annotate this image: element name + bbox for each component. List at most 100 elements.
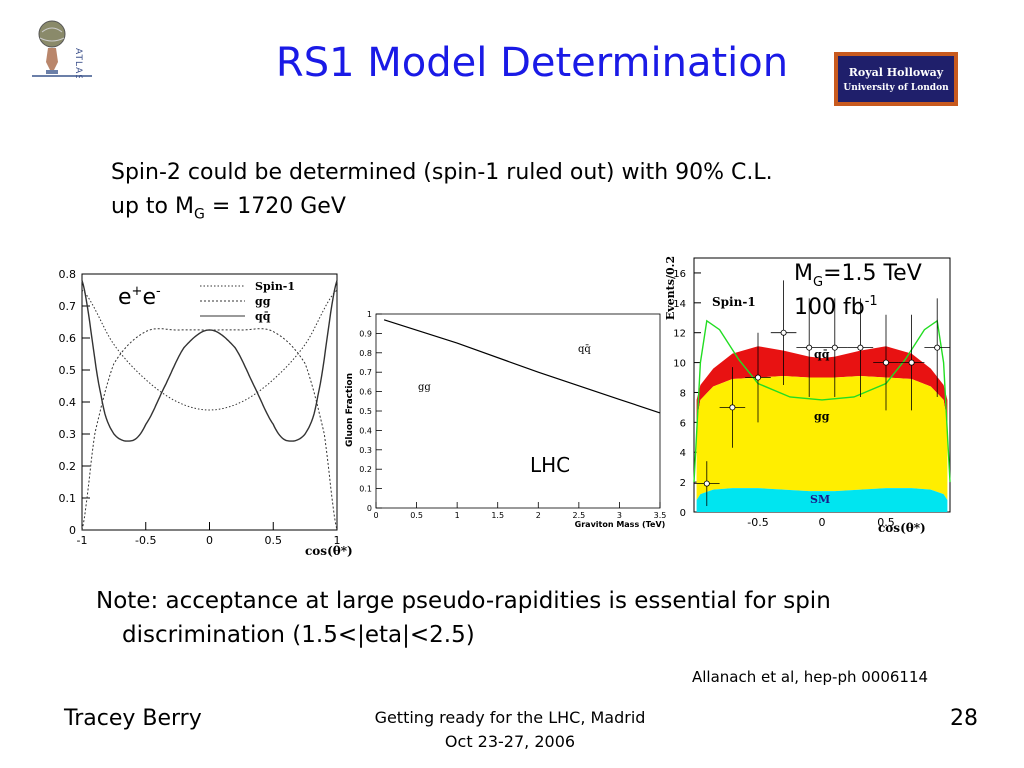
chart3-label-spin1: Spin-1 — [712, 295, 756, 309]
statement-prefix: up to M — [111, 194, 194, 219]
chart2-ytick-label: 0.5 — [359, 407, 372, 416]
royal-holloway-logo: Royal Holloway University of London — [834, 52, 958, 106]
chart3-xlabel: cos(θ*) — [878, 521, 926, 535]
page-number: 28 — [950, 706, 978, 731]
chart2-xtick-label: 3.5 — [654, 511, 667, 520]
chart3-data-point — [934, 344, 941, 351]
chart1-xtick-label: 1 — [334, 534, 341, 547]
chart1-xlabel: cos(θ*) — [305, 544, 353, 558]
chart3-data-point — [831, 344, 838, 351]
statement-subscript: G — [193, 206, 205, 223]
chart1-ytick-label: 0.8 — [59, 268, 77, 281]
chart2-frame — [375, 313, 661, 509]
footer-event-line2: Oct 23-27, 2006 — [444, 732, 576, 751]
chart-lhc-angular: 0 2 4 6 8 10 12 14 16 -0.5 0 0.5 Events/0.2 cos(θ*)… — [664, 256, 951, 535]
chart3-ytick-label: 4 — [680, 448, 686, 459]
chart3-label-sm: SM — [810, 493, 830, 506]
chart3-data-points — [694, 280, 950, 507]
chart1-xtick-label: -1 — [77, 534, 88, 547]
chart3-ytick-label: 16 — [673, 269, 686, 280]
chart2-ylabel: Gluon Fraction — [345, 373, 355, 447]
chart2-ytick-label: 1 — [367, 310, 372, 319]
chart2-ytick-label: 0.2 — [359, 465, 372, 474]
chart3-ytick-label: 10 — [673, 359, 686, 370]
chart1-legend-label: gg — [255, 295, 271, 308]
chart3-stacked-areas — [696, 346, 948, 512]
rhul-line1: Royal Holloway — [849, 66, 944, 79]
chart1-ytick-label: 0.2 — [59, 460, 77, 473]
chart1-legend-label: qq̄ — [255, 310, 271, 323]
chart2-xtick-label: 3 — [617, 511, 622, 520]
chart1-ytick-label: 0.1 — [59, 492, 77, 505]
chart2-annotation-lhc: LHC — [530, 453, 570, 477]
chart3-annotation-mass: MG=1.5 TeV — [794, 261, 922, 290]
statement-line-2: up to MG = 1720 GeV — [111, 194, 346, 222]
note-line-1: Note: acceptance at large pseudo-rapidit… — [96, 588, 831, 614]
chart2-ytick-label: 0.9 — [359, 329, 372, 338]
chart3-data-point — [755, 374, 762, 381]
chart3-spin1-curve — [693, 319, 951, 483]
rhul-panel — [838, 56, 954, 102]
slide-title: RS1 Model Determination — [275, 40, 789, 86]
chart3-data-point — [729, 404, 736, 411]
chart1-ytick-label: 0.4 — [59, 396, 77, 409]
chart3-data-point — [857, 344, 864, 351]
chart1-xtick-label: 0 — [206, 534, 213, 547]
chart3-ytick-label: 8 — [680, 388, 686, 399]
chart2-xtick-label: 1.5 — [491, 511, 504, 520]
chart1-legend-label: Spin-1 — [255, 280, 295, 293]
chart2-xtick-label: 0 — [373, 511, 378, 520]
chart3-area-gg — [696, 376, 948, 501]
chart3-data-point — [882, 359, 889, 366]
chart2-xlabel: Graviton Mass (TeV) — [575, 520, 666, 529]
chart1-legend: Spin-1 gg qq̄ — [200, 280, 295, 323]
chart1-ytick-label: 0.7 — [59, 300, 77, 313]
chart2-ytick-label: 0.4 — [359, 426, 372, 435]
chart1-ytick-label: 0.6 — [59, 332, 77, 345]
chart2-xtick-label: 1 — [455, 511, 460, 520]
chart2-region-qq: qq̄ — [578, 344, 591, 355]
chart3-xtick-label: -0.5 — [747, 516, 768, 529]
chart3-ytick-label: 14 — [673, 299, 686, 310]
chart2-series — [383, 319, 661, 414]
chart-gluon-fraction: 0 0.1 0.2 0.3 0.4 0.5 0.6 0.7 0.8 0.9 1 0 0.5 1 1.5 2 2.… — [345, 310, 666, 529]
chart1-series — [81, 280, 338, 531]
chart3-xtick-label: 0 — [819, 516, 826, 529]
chart2-xtick-label: 2 — [536, 511, 541, 520]
atlas-logo-text: ATLAS — [73, 48, 83, 78]
chart3-data-point — [780, 329, 787, 336]
chart1-ytick-label: 0.5 — [59, 364, 77, 377]
chart3-label-gg: gg — [814, 410, 830, 423]
chart2-axes: 0 0.1 0.2 0.3 0.4 0.5 0.6 0.7 0.8 0.9 1 0 0.5 1 1.5 2 2.… — [359, 310, 666, 520]
chart1-ytick-label: 0 — [69, 524, 76, 537]
footer-event: Getting ready for the LHC, Madrid Oct 23… — [350, 706, 670, 754]
chart3-ytick-label: 6 — [680, 418, 686, 429]
footer-author: Tracey Berry — [64, 706, 202, 731]
chart2-ytick-label: 0.1 — [359, 485, 372, 494]
chart1-ytick-label: 0.3 — [59, 428, 77, 441]
chart3-area-sm — [696, 488, 948, 512]
chart1-frame — [81, 273, 338, 531]
chart1-axes: 0 0.1 0.2 0.3 0.4 0.5 0.6 0.7 0.8 -1 -0.5 0 0.5 1 — [59, 268, 341, 547]
rhul-line2: University of London — [843, 83, 949, 93]
chart3-ytick-label: 0 — [680, 508, 686, 519]
chart3-data-point — [703, 480, 710, 487]
chart3-ylabel: Events/0.2 — [664, 256, 677, 320]
chart1-series-3 — [81, 280, 338, 442]
chart3-spin1-line — [693, 319, 951, 483]
statement-line-1: Spin-2 could be determined (spin-1 ruled… — [111, 160, 773, 185]
chart2-xtick-label: 0.5 — [410, 511, 423, 520]
statement-suffix: = 1720 GeV — [204, 194, 346, 219]
note-line-2: discrimination (1.5<|eta|<2.5) — [122, 622, 475, 648]
chart3-annotation-lumi: 100 fb-1 — [794, 294, 878, 320]
chart3-label-qq: qq̄ — [814, 348, 830, 361]
chart3-xtick-label: 0.5 — [877, 516, 895, 529]
chart3-data-point — [908, 359, 915, 366]
chart2-ytick-label: 0.8 — [359, 349, 372, 358]
chart1-xtick-label: 0.5 — [265, 534, 283, 547]
chart2-ytick-label: 0 — [367, 504, 372, 513]
chart2-ytick-label: 0.7 — [359, 368, 372, 377]
chart2-gluon-fraction-line — [383, 319, 661, 414]
atlas-logo: ATLAS — [28, 18, 98, 78]
chart1-process-label: e+e- — [118, 284, 161, 310]
